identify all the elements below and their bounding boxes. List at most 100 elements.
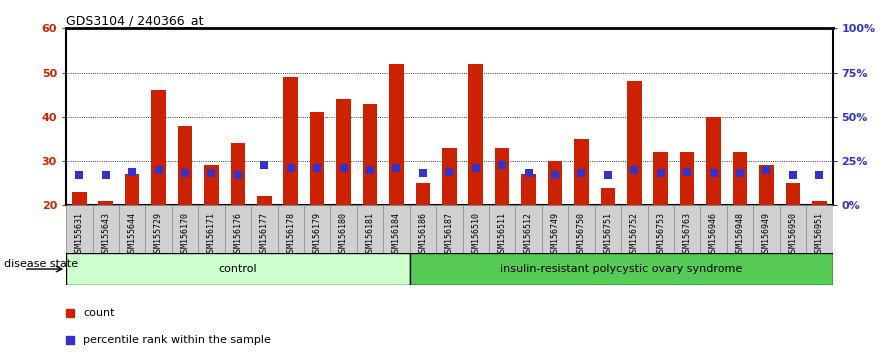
FancyBboxPatch shape — [66, 253, 410, 285]
Point — [469, 165, 483, 171]
Bar — [786, 183, 800, 205]
Text: GSM156951: GSM156951 — [815, 212, 824, 257]
Bar — [231, 143, 245, 205]
Bar — [601, 188, 615, 205]
Text: count: count — [83, 308, 115, 318]
Bar — [574, 139, 589, 205]
Point — [178, 171, 192, 176]
Bar — [495, 148, 509, 205]
FancyBboxPatch shape — [542, 205, 568, 253]
Text: GSM156186: GSM156186 — [418, 212, 427, 257]
Bar — [469, 64, 483, 205]
Point — [204, 171, 218, 176]
FancyBboxPatch shape — [753, 205, 780, 253]
FancyBboxPatch shape — [383, 205, 410, 253]
Bar — [707, 117, 721, 205]
Text: GSM156181: GSM156181 — [366, 212, 374, 257]
Bar — [548, 161, 562, 205]
Bar — [812, 201, 826, 205]
Bar — [257, 196, 271, 205]
Text: GSM156177: GSM156177 — [260, 212, 269, 257]
FancyBboxPatch shape — [330, 205, 357, 253]
Text: GSM156751: GSM156751 — [603, 212, 612, 257]
Text: disease state: disease state — [4, 259, 78, 269]
Text: GSM156171: GSM156171 — [207, 212, 216, 257]
FancyBboxPatch shape — [172, 205, 198, 253]
Point — [337, 165, 351, 171]
FancyBboxPatch shape — [727, 205, 753, 253]
FancyBboxPatch shape — [568, 205, 595, 253]
Point — [99, 172, 113, 178]
Text: GDS3104 / 240366_at: GDS3104 / 240366_at — [66, 14, 204, 27]
FancyBboxPatch shape — [621, 205, 648, 253]
Bar — [125, 175, 139, 205]
Bar — [337, 99, 351, 205]
Text: GSM156180: GSM156180 — [339, 212, 348, 257]
Text: GSM156948: GSM156948 — [736, 212, 744, 257]
Text: insulin-resistant polycystic ovary syndrome: insulin-resistant polycystic ovary syndr… — [500, 264, 742, 274]
Text: GSM156511: GSM156511 — [498, 212, 507, 257]
Bar — [178, 126, 192, 205]
Point — [72, 172, 86, 178]
Text: GSM155729: GSM155729 — [154, 212, 163, 257]
Point — [548, 172, 562, 178]
Bar — [654, 152, 668, 205]
Text: GSM155631: GSM155631 — [75, 212, 84, 257]
Text: GSM156187: GSM156187 — [445, 212, 454, 257]
FancyBboxPatch shape — [436, 205, 463, 253]
Point — [733, 171, 747, 176]
Point — [125, 169, 139, 175]
Bar — [99, 201, 113, 205]
Text: GSM156179: GSM156179 — [313, 212, 322, 257]
Bar — [152, 90, 166, 205]
FancyBboxPatch shape — [595, 205, 621, 253]
Point — [627, 167, 641, 173]
Point — [152, 167, 166, 173]
FancyBboxPatch shape — [278, 205, 304, 253]
Bar — [627, 81, 641, 205]
FancyBboxPatch shape — [515, 205, 542, 253]
Text: GSM156753: GSM156753 — [656, 212, 665, 257]
Point — [786, 172, 800, 178]
Bar — [733, 152, 747, 205]
FancyBboxPatch shape — [780, 205, 806, 253]
Point — [654, 171, 668, 176]
Text: GSM156950: GSM156950 — [788, 212, 797, 257]
FancyBboxPatch shape — [806, 205, 833, 253]
Text: GSM156763: GSM156763 — [683, 212, 692, 257]
FancyBboxPatch shape — [700, 205, 727, 253]
Point — [482, 224, 496, 230]
Text: GSM156749: GSM156749 — [551, 212, 559, 257]
Text: GSM156949: GSM156949 — [762, 212, 771, 257]
Bar — [416, 183, 430, 205]
Point — [231, 172, 245, 178]
FancyBboxPatch shape — [463, 205, 489, 253]
Point — [442, 169, 456, 175]
Bar — [442, 148, 456, 205]
FancyBboxPatch shape — [251, 205, 278, 253]
Text: GSM156750: GSM156750 — [577, 212, 586, 257]
Point — [257, 162, 271, 167]
FancyBboxPatch shape — [410, 253, 833, 285]
Bar — [284, 77, 298, 205]
FancyBboxPatch shape — [648, 205, 674, 253]
Text: GSM156178: GSM156178 — [286, 212, 295, 257]
FancyBboxPatch shape — [93, 205, 119, 253]
Text: GSM156946: GSM156946 — [709, 212, 718, 257]
Point — [680, 169, 694, 175]
Bar — [759, 166, 774, 205]
FancyBboxPatch shape — [119, 205, 145, 253]
FancyBboxPatch shape — [198, 205, 225, 253]
Text: GSM156510: GSM156510 — [471, 212, 480, 257]
Point — [707, 171, 721, 176]
FancyBboxPatch shape — [304, 205, 330, 253]
Bar — [680, 152, 694, 205]
FancyBboxPatch shape — [225, 205, 251, 253]
Bar — [363, 104, 377, 205]
Text: GSM155643: GSM155643 — [101, 212, 110, 257]
Point — [522, 171, 536, 176]
Point — [759, 167, 774, 173]
Point — [389, 165, 403, 171]
Point — [574, 171, 589, 176]
Point — [284, 165, 298, 171]
